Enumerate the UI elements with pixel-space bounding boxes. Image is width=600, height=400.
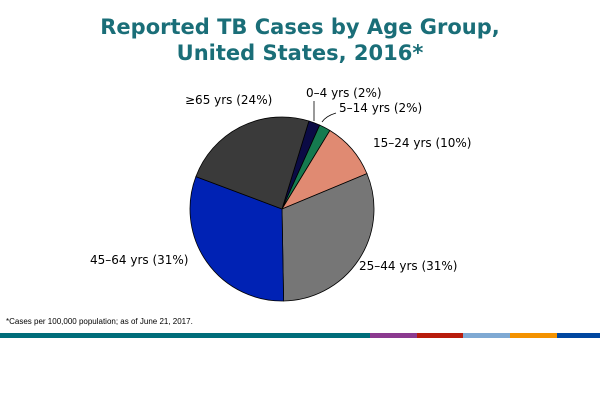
label-45-64: 45–64 yrs (31%)	[90, 253, 189, 267]
label-15-24: 15–24 yrs (10%)	[373, 136, 472, 150]
footer-bar-segment	[417, 333, 463, 338]
pie-slice-4	[189, 176, 285, 302]
chart-title: Reported TB Cases by Age Group, United S…	[0, 14, 600, 66]
pie-slice-3	[281, 173, 375, 302]
footer-bar-segment	[463, 333, 510, 338]
footer-bar-segment	[510, 333, 557, 338]
leader-line-5-14	[321, 112, 337, 123]
footer-bar-segment	[0, 333, 370, 338]
label-25-44: 25–44 yrs (31%)	[359, 259, 458, 273]
pie-slice-5	[195, 116, 310, 210]
label-0-4: 0–4 yrs (2%)	[306, 86, 382, 100]
title-line-1: Reported TB Cases by Age Group,	[100, 15, 500, 39]
title-line-2: United States, 2016*	[176, 41, 424, 65]
label-5-14: 5–14 yrs (2%)	[339, 101, 422, 115]
label-65-plus: ≥65 yrs (24%)	[185, 93, 272, 107]
footer-bar-segment	[557, 333, 600, 338]
footnote: *Cases per 100,000 population; as of Jun…	[6, 317, 193, 326]
footer-color-bar	[0, 333, 600, 338]
footer-bar-segment	[370, 333, 417, 338]
